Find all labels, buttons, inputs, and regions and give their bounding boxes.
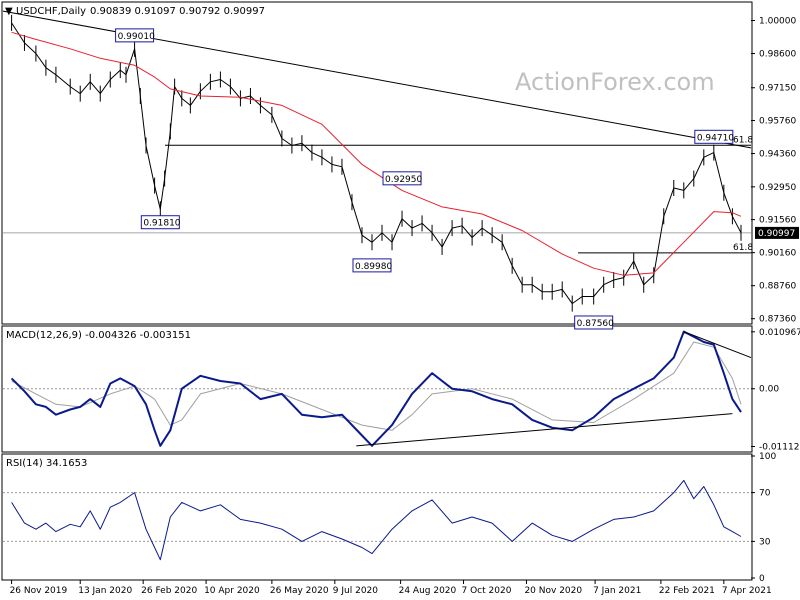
price-annotation-label: 0.94710 bbox=[697, 133, 734, 143]
rsi-panel-border bbox=[1, 453, 753, 581]
price-ytick-label: 0.94360 bbox=[759, 150, 796, 160]
xtick-label: 9 Jul 2020 bbox=[333, 586, 378, 596]
xtick-label: 10 Apr 2020 bbox=[204, 586, 260, 596]
price-ytick-label: 1.00000 bbox=[759, 17, 796, 27]
macd-trendline-support bbox=[356, 413, 733, 447]
xtick-label: 22 Feb 2021 bbox=[659, 586, 715, 596]
rsi-title: RSI(14) 34.1653 bbox=[6, 458, 87, 469]
macd-signal-line bbox=[11, 341, 742, 431]
header-menu-arrow-icon[interactable]: ▼ bbox=[5, 6, 13, 17]
xtick-label: 26 Nov 2019 bbox=[10, 586, 68, 596]
moving-average-line bbox=[11, 31, 742, 276]
price-ytick-label: 0.97150 bbox=[759, 84, 796, 94]
xtick-label: 7 Apr 2021 bbox=[722, 586, 772, 596]
header-ohlc: 0.90839 0.91097 0.90792 0.90997 bbox=[90, 6, 265, 17]
macd-ytick-label: 0.010967 bbox=[759, 328, 800, 338]
price-ytick-label: 0.87360 bbox=[759, 315, 796, 325]
price-ytick-label: 0.98600 bbox=[759, 50, 796, 60]
price-layer: 61.8 61.8 0.99010 0.91810 0.89980 0.92950 0.87… bbox=[2, 10, 753, 330]
price-annotation-box bbox=[140, 215, 180, 230]
price-ytick-label: 0.92950 bbox=[759, 183, 796, 193]
price-ytick-label: 0.88760 bbox=[759, 282, 796, 292]
xtick-label: 26 May 2020 bbox=[270, 586, 329, 596]
price-annotation-box bbox=[694, 129, 734, 144]
rsi-ytick-label: 0 bbox=[759, 574, 765, 584]
macd-layer bbox=[3, 330, 752, 447]
price-annotation-box bbox=[115, 28, 155, 43]
price-panel-border bbox=[1, 1, 753, 325]
header-symbol: USDCHF,Daily bbox=[16, 6, 86, 17]
price-annotation-label: 0.91810 bbox=[143, 219, 180, 229]
current-price-label: 0.90997 bbox=[758, 229, 795, 239]
rsi-ytick-label: 30 bbox=[759, 537, 771, 547]
xtick-label: 20 Nov 2020 bbox=[524, 586, 582, 596]
xtick-label: 7 Oct 2020 bbox=[462, 586, 512, 596]
macd-ytick-label: 0.00 bbox=[759, 385, 779, 395]
price-ytick-label: 0.90160 bbox=[759, 249, 796, 259]
rsi-ytick-label: 70 bbox=[759, 489, 771, 499]
price-ytick-label: 0.95760 bbox=[759, 117, 796, 127]
macd-ytick-label: -0.011127 bbox=[759, 443, 800, 453]
fib-label-lower: 61.8 bbox=[733, 243, 753, 253]
price-series-line bbox=[11, 22, 742, 305]
price-annotation-label: 0.92950 bbox=[385, 175, 422, 185]
price-ytick-label: 0.91560 bbox=[759, 216, 796, 226]
xtick-label: 24 Aug 2020 bbox=[399, 586, 457, 596]
price-annotation-label: 0.89980 bbox=[355, 262, 392, 272]
price-annotation-box bbox=[382, 171, 422, 186]
current-price-tag bbox=[755, 226, 799, 239]
price-annotation-box bbox=[574, 315, 614, 330]
rsi-layer bbox=[3, 479, 751, 561]
macd-title: MACD(12,26,9) -0.004326 -0.003151 bbox=[6, 330, 191, 341]
watermark: ActionForex.com bbox=[515, 68, 715, 96]
price-annotation-box bbox=[352, 258, 392, 273]
xtick-label: 7 Jan 2021 bbox=[593, 586, 641, 596]
fib-label-upper: 61.8 bbox=[733, 135, 753, 145]
price-annotation-label: 0.87560 bbox=[577, 319, 614, 329]
macd-trendline-resistance bbox=[683, 331, 752, 359]
xtick-label: 13 Jan 2020 bbox=[78, 586, 132, 596]
rsi-ytick-label: 100 bbox=[759, 452, 776, 462]
axes-layer: 1.00000 0.98600 0.97150 0.95760 0.94360 0.929… bbox=[10, 17, 800, 596]
macd-line bbox=[10, 330, 742, 447]
price-annotation-label: 0.99010 bbox=[118, 32, 155, 42]
xtick-label: 26 Feb 2020 bbox=[141, 586, 197, 596]
rsi-line bbox=[11, 479, 742, 561]
